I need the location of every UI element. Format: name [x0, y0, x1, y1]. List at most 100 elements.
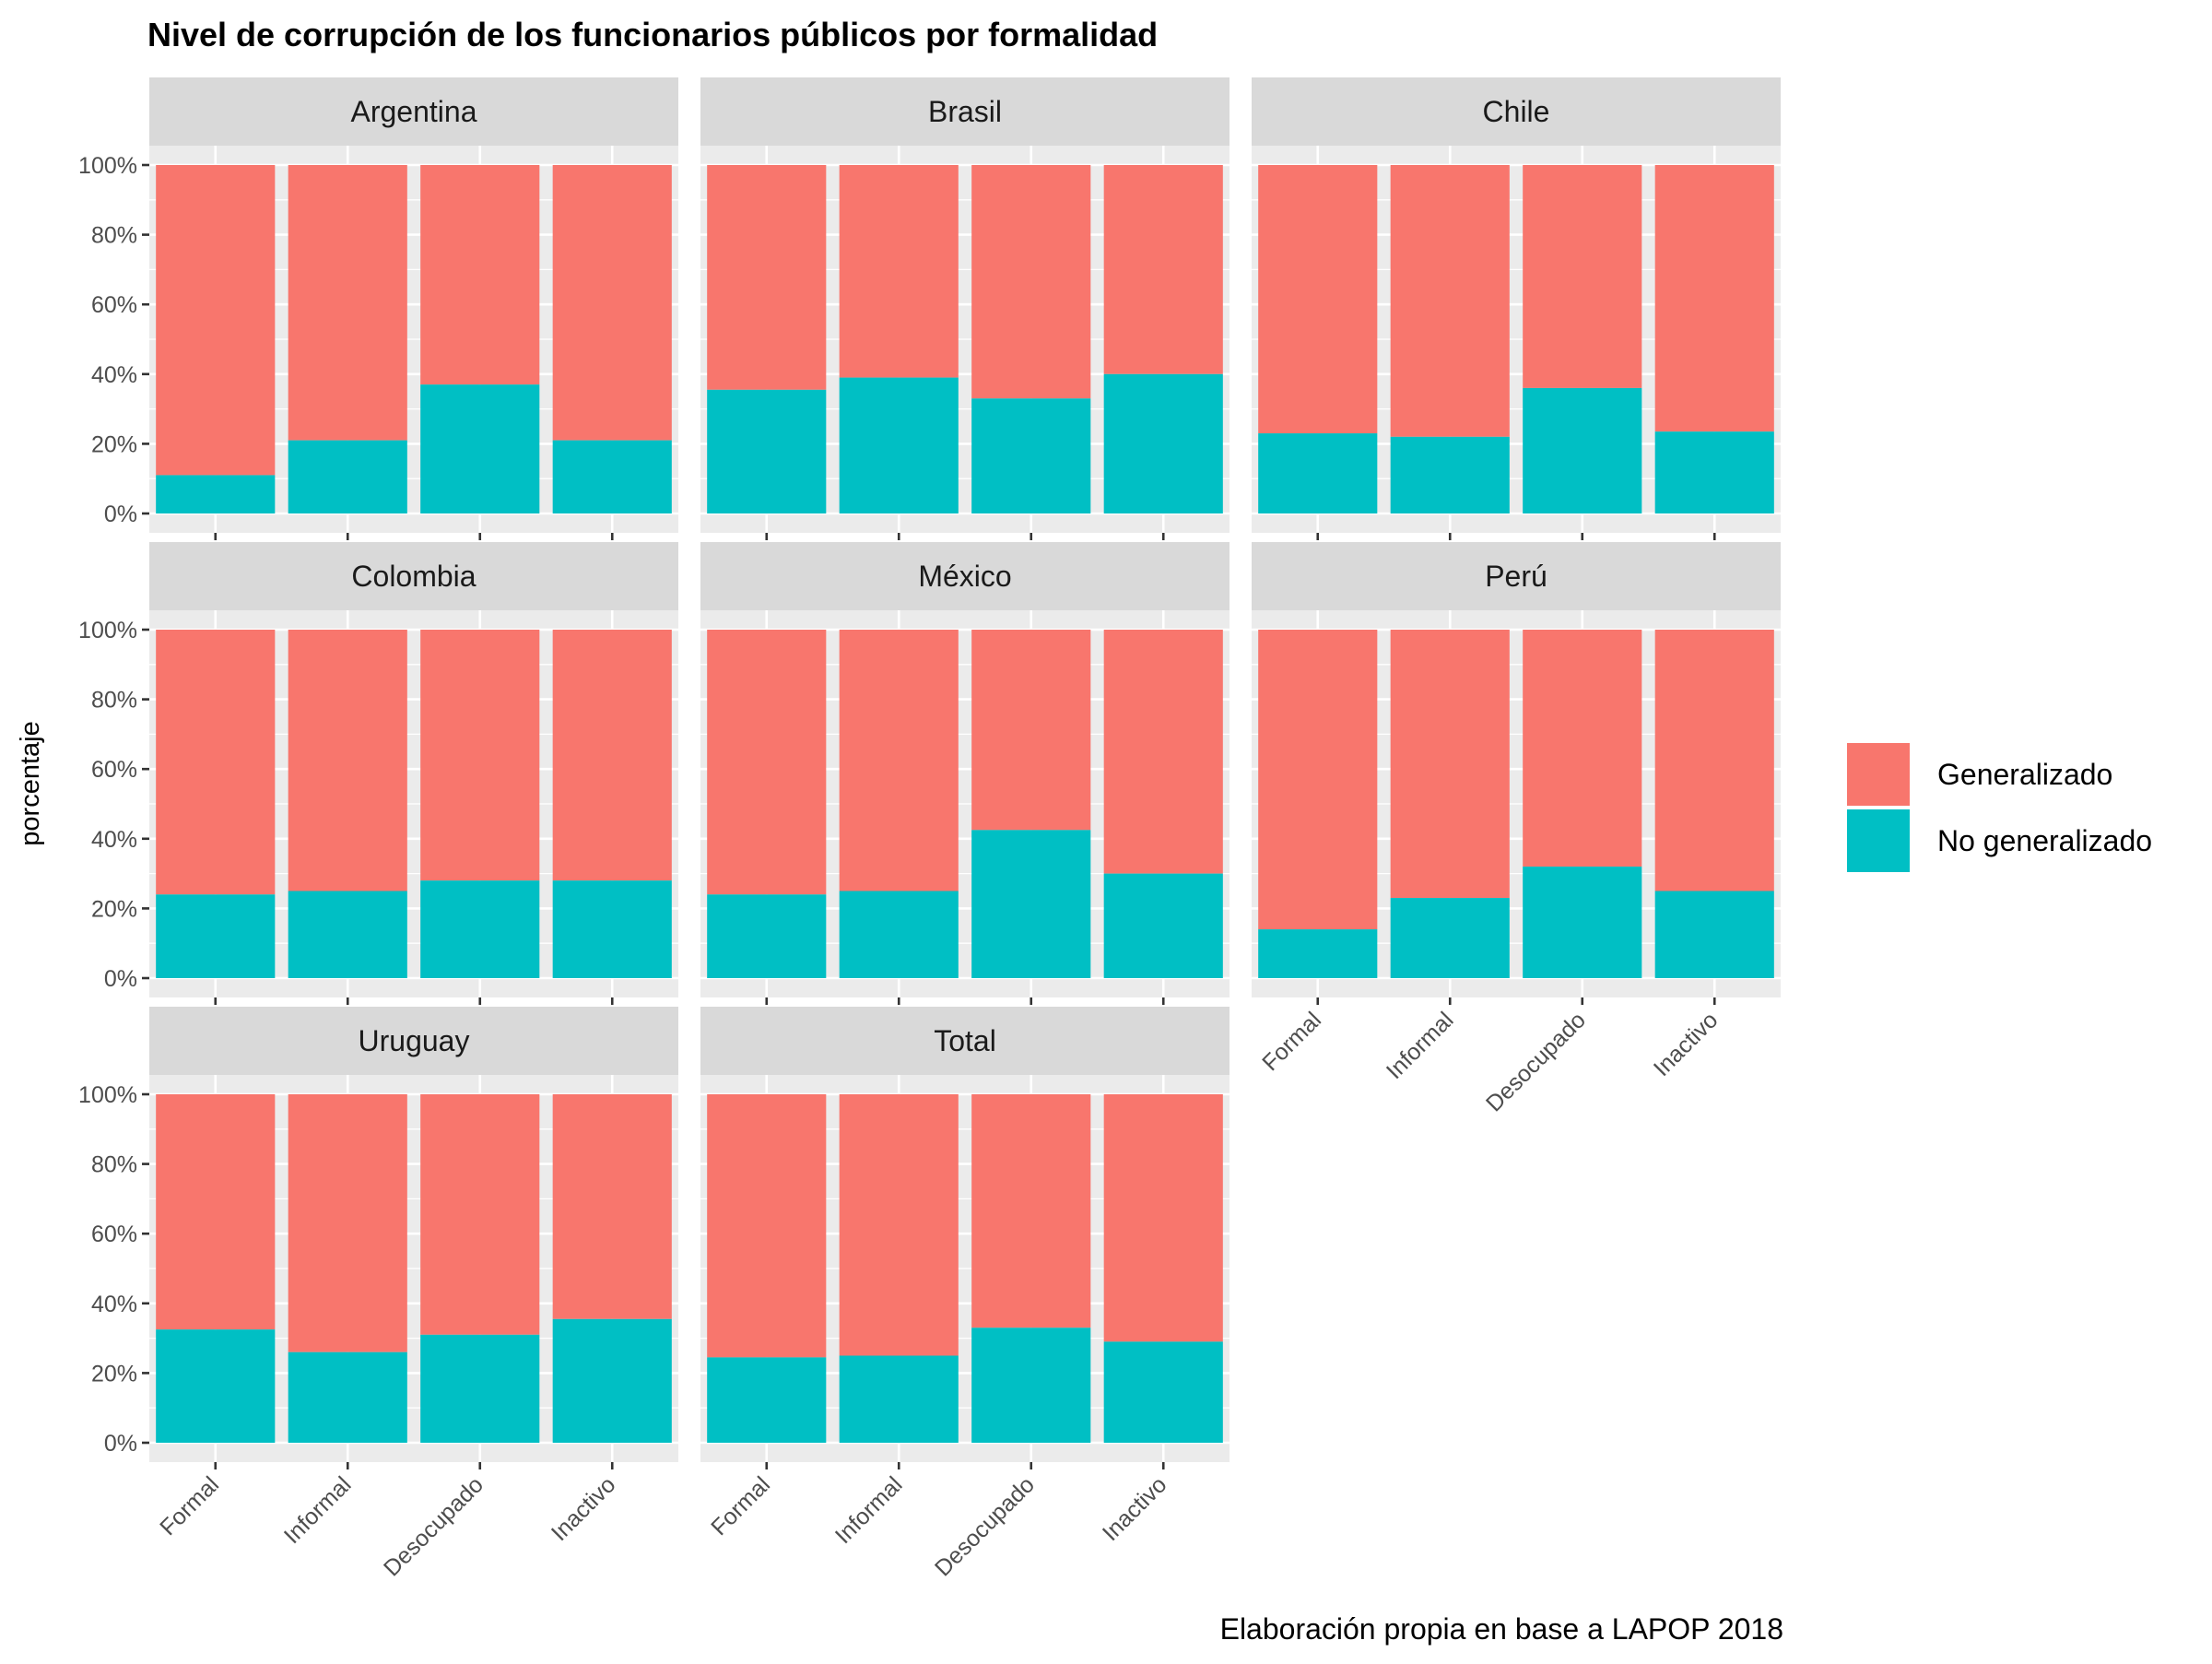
y-tick-label: 100% — [78, 1082, 137, 1108]
bar-colombia-formal-generalizado — [156, 630, 276, 895]
bar-colombia-formal-no-generalizado — [156, 894, 276, 978]
bar-mexico-desocupado-generalizado — [971, 630, 1091, 831]
bar-total-desocupado-generalizado — [971, 1094, 1091, 1328]
bar-peru-informal-no-generalizado — [1390, 898, 1510, 978]
y-tick-label: 60% — [91, 1221, 137, 1247]
bar-colombia-informal-no-generalizado — [288, 891, 407, 978]
bar-argentina-informal-generalizado — [288, 165, 407, 441]
facet-strip-colombia — [149, 542, 678, 610]
facet-label-uruguay: Uruguay — [359, 1024, 470, 1057]
facet-label-brasil: Brasil — [928, 95, 1002, 128]
x-tick-label-informal: Informal — [830, 1471, 908, 1549]
facet-strip-brasil — [700, 77, 1230, 146]
facet-label-argentina: Argentina — [351, 95, 477, 128]
facet-strip-total — [700, 1007, 1230, 1075]
y-tick-label: 40% — [91, 362, 137, 388]
bar-argentina-informal-no-generalizado — [288, 440, 407, 513]
x-tick-label-formal: Formal — [706, 1471, 775, 1540]
bar-colombia-inactivo-generalizado — [552, 630, 672, 881]
bar-mexico-desocupado-no-generalizado — [971, 830, 1091, 978]
bar-uruguay-informal-generalizado — [288, 1094, 407, 1352]
bar-mexico-formal-generalizado — [707, 630, 827, 895]
facet-strip-mexico — [700, 542, 1230, 610]
panel-colombia: Colombia 0% 20% 40% 60% 80% 100% — [78, 542, 678, 1005]
panel-brasil: Brasil — [700, 77, 1230, 540]
x-tick-label-inactivo: Inactivo — [1649, 1007, 1724, 1081]
bar-colombia-informal-generalizado — [288, 630, 407, 891]
bar-brasil-inactivo-no-generalizado — [1103, 373, 1223, 513]
legend-key-no-generalizado — [1847, 809, 1910, 872]
bar-total-inactivo-no-generalizado — [1103, 1341, 1223, 1443]
bar-peru-inactivo-generalizado — [1654, 630, 1774, 891]
legend-key-generalizado — [1847, 743, 1910, 806]
bar-chile-formal-generalizado — [1258, 165, 1378, 434]
bar-brasil-formal-no-generalizado — [707, 389, 827, 513]
x-tick-label-informal: Informal — [279, 1471, 357, 1549]
y-tick-label: 100% — [78, 153, 137, 179]
bar-argentina-desocupado-no-generalizado — [420, 384, 540, 513]
legend-label-no-generalizado: No generalizado — [1937, 824, 2152, 857]
x-tick-label-desocupado: Desocupado — [1481, 1007, 1591, 1116]
bar-mexico-formal-no-generalizado — [707, 894, 827, 978]
bar-chile-inactivo-generalizado — [1654, 165, 1774, 432]
bar-chile-informal-generalizado — [1390, 165, 1510, 437]
bar-total-informal-no-generalizado — [839, 1355, 959, 1443]
facet-strip-peru — [1252, 542, 1781, 610]
bar-total-formal-generalizado — [707, 1094, 827, 1358]
bar-uruguay-formal-no-generalizado — [156, 1329, 276, 1443]
x-tick-label-informal: Informal — [1382, 1007, 1459, 1084]
bar-peru-desocupado-generalizado — [1523, 630, 1642, 867]
x-tick-label-formal: Formal — [155, 1471, 224, 1540]
panel-peru: Perú Formal Informal Desocupado Inactivo — [1252, 542, 1781, 1117]
bar-uruguay-desocupado-no-generalizado — [420, 1334, 540, 1443]
bar-colombia-desocupado-no-generalizado — [420, 880, 540, 978]
bar-brasil-desocupado-no-generalizado — [971, 398, 1091, 513]
bar-uruguay-inactivo-no-generalizado — [552, 1318, 672, 1443]
y-tick-label: 40% — [91, 827, 137, 853]
bar-argentina-inactivo-no-generalizado — [552, 440, 672, 513]
bar-colombia-inactivo-no-generalizado — [552, 880, 672, 978]
bar-total-informal-generalizado — [839, 1094, 959, 1356]
bar-chile-desocupado-no-generalizado — [1523, 387, 1642, 513]
bar-peru-formal-generalizado — [1258, 630, 1378, 930]
bar-peru-informal-generalizado — [1390, 630, 1510, 899]
y-tick-label: 20% — [91, 896, 137, 922]
bar-brasil-inactivo-generalizado — [1103, 165, 1223, 374]
panel-mexico: México — [700, 542, 1230, 1005]
bar-argentina-formal-generalizado — [156, 165, 276, 476]
facet-label-total: Total — [934, 1024, 996, 1057]
bar-mexico-inactivo-no-generalizado — [1103, 873, 1223, 978]
y-tick-label: 0% — [104, 502, 137, 527]
x-tick-label-inactivo: Inactivo — [547, 1471, 621, 1546]
bar-total-formal-no-generalizado — [707, 1357, 827, 1443]
facet-label-mexico: México — [918, 560, 1011, 593]
bar-brasil-informal-generalizado — [839, 165, 959, 378]
facet-strip-uruguay — [149, 1007, 678, 1075]
x-tick-label-desocupado: Desocupado — [930, 1471, 1040, 1581]
bar-chile-informal-no-generalizado — [1390, 436, 1510, 513]
facet-panels: Argentina 0% 20% 40% 60% 80% 100% Brasil Chile Co… — [78, 77, 1781, 1582]
y-tick-label: 60% — [91, 757, 137, 783]
bar-brasil-informal-no-generalizado — [839, 377, 959, 513]
facet-label-peru: Perú — [1485, 560, 1547, 593]
panel-argentina: Argentina 0% 20% 40% 60% 80% 100% — [78, 77, 678, 540]
bar-brasil-desocupado-generalizado — [971, 165, 1091, 399]
bar-argentina-desocupado-generalizado — [420, 165, 540, 385]
y-tick-label: 0% — [104, 1431, 137, 1457]
bar-brasil-formal-generalizado — [707, 165, 827, 390]
y-tick-label: 60% — [91, 292, 137, 318]
bar-uruguay-desocupado-generalizado — [420, 1094, 540, 1335]
bar-argentina-inactivo-generalizado — [552, 165, 672, 441]
x-tick-label-desocupado: Desocupado — [379, 1471, 488, 1581]
y-tick-label: 80% — [91, 1152, 137, 1178]
facet-label-colombia: Colombia — [351, 560, 476, 593]
bar-chile-desocupado-generalizado — [1523, 165, 1642, 388]
legend-label-generalizado: Generalizado — [1937, 758, 2112, 791]
bar-chile-formal-no-generalizado — [1258, 433, 1378, 513]
facet-strip-argentina — [149, 77, 678, 146]
y-tick-label: 40% — [91, 1292, 137, 1317]
legend: Generalizado No generalizado — [1847, 743, 2152, 872]
panel-uruguay: Uruguay 0% 20% 40% 60% 80% 100% Formal Informal D… — [78, 1007, 678, 1582]
